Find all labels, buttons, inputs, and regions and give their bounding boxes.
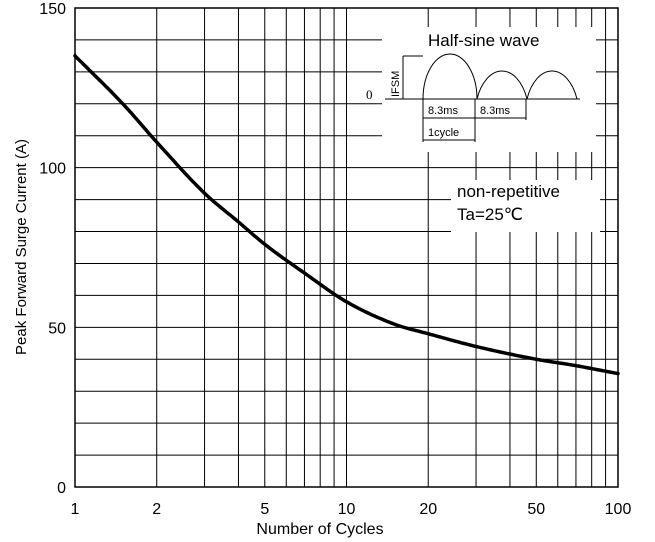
x-tick-labels: 1 2 5 10 20 50 100 [71,501,632,518]
condition-line-1: non-repetitive [457,182,560,201]
inset-zero-label: 0 [366,87,373,102]
y-tick-label: 0 [57,480,66,497]
x-tick-label: 1 [71,501,80,518]
x-tick-label: 5 [260,501,269,518]
inset-cycle-label: 1cycle [428,127,459,139]
y-tick-label: 150 [39,1,66,18]
y-tick-label: 50 [48,320,66,337]
x-tick-label: 100 [605,501,632,518]
condition-background [451,180,600,232]
inset-waveform: Half-sine wave 0 IFSM 8.3ms 8.3ms 1cycle [366,27,596,152]
inset-period1-label: 8.3ms [428,105,458,117]
inset-half-sine [422,53,578,100]
x-tick-label: 20 [419,501,437,518]
y-tick-label: 100 [39,161,66,178]
surge-current-curve [73,54,620,376]
inset-period2-label: 8.3ms [480,105,510,117]
plot-frame [74,7,619,488]
inset-background [382,27,596,152]
condition-line-2: Ta=25℃ [457,205,523,224]
x-tick-label: 10 [338,501,356,518]
inset-title: Half-sine wave [428,31,540,50]
x-axis-label: Number of Cycles [256,521,383,538]
inset-ifsm-label: IFSM [390,71,402,97]
x-tick-label: 50 [527,501,545,518]
y-axis-label: Peak Forward Surge Current (A) [13,139,30,355]
x-tick-label: 2 [152,501,161,518]
y-tick-labels: 0 50 100 150 [39,1,66,497]
